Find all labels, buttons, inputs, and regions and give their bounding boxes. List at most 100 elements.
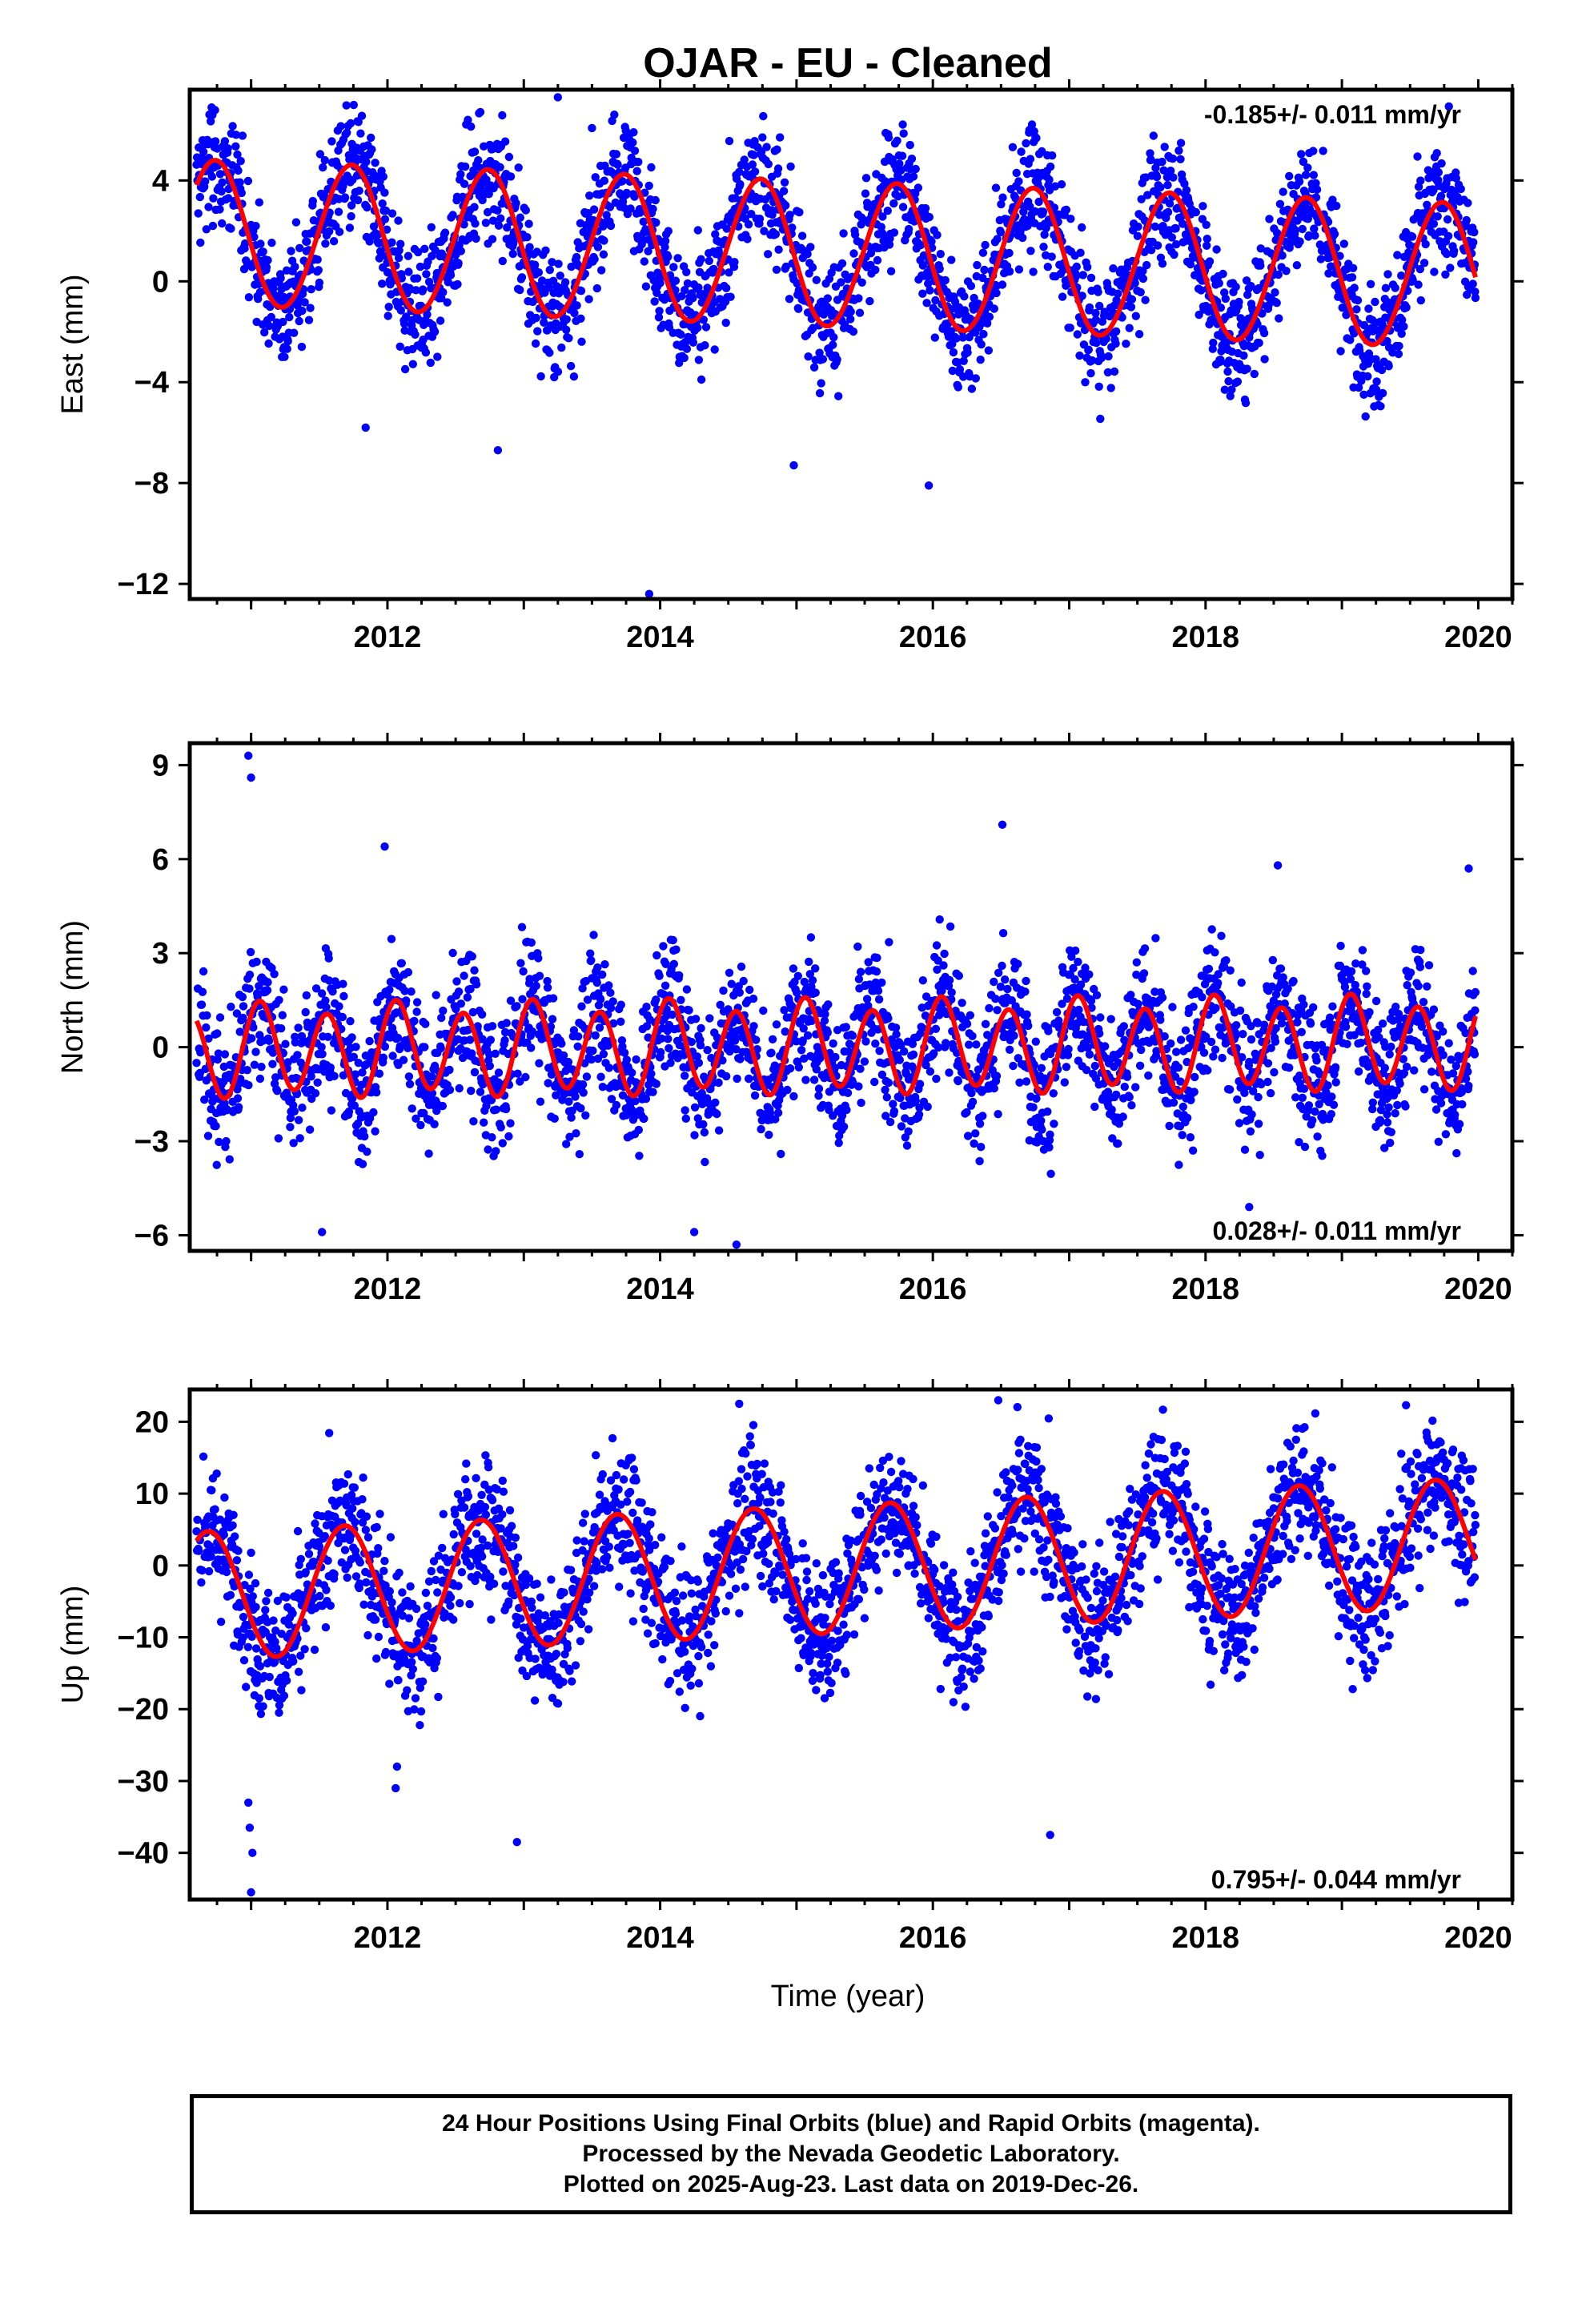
data-point xyxy=(1169,173,1178,182)
data-point xyxy=(1243,364,1251,373)
data-point xyxy=(1299,1000,1308,1009)
data-point xyxy=(936,250,946,259)
data-point xyxy=(1007,996,1017,1005)
data-point xyxy=(279,317,287,327)
data-point xyxy=(651,195,660,205)
data-point xyxy=(266,302,275,312)
data-point xyxy=(672,945,681,954)
data-point xyxy=(843,1088,853,1098)
data-point xyxy=(930,333,940,342)
data-point xyxy=(194,209,203,218)
data-point xyxy=(432,268,441,278)
data-point xyxy=(255,1074,265,1084)
data-point xyxy=(1158,157,1166,167)
data-point xyxy=(293,1051,302,1059)
data-point xyxy=(1235,297,1243,307)
data-point xyxy=(215,1013,225,1022)
data-point xyxy=(436,1043,445,1053)
data-point xyxy=(862,995,872,1003)
data-point xyxy=(661,243,669,251)
data-point xyxy=(745,985,754,995)
data-point xyxy=(1114,289,1122,298)
data-point xyxy=(895,1055,905,1064)
data-point xyxy=(402,996,411,1005)
data-point xyxy=(764,159,773,169)
data-point xyxy=(452,977,461,986)
data-point xyxy=(281,1039,290,1048)
data-point xyxy=(334,207,343,216)
data-point xyxy=(897,1122,906,1131)
data-point xyxy=(384,303,393,312)
data-point xyxy=(438,1101,447,1111)
data-point xyxy=(467,122,476,131)
data-point xyxy=(965,332,974,342)
data-point xyxy=(1012,168,1021,178)
data-point xyxy=(280,352,289,361)
data-point xyxy=(317,989,327,998)
data-point xyxy=(485,1061,494,1071)
data-point xyxy=(690,1103,700,1112)
data-point xyxy=(545,265,554,275)
data-point xyxy=(407,987,416,996)
data-point xyxy=(996,227,1006,237)
data-point xyxy=(848,1031,857,1040)
data-point xyxy=(1299,157,1308,167)
data-point xyxy=(1250,369,1259,379)
data-point xyxy=(1138,274,1148,283)
data-point xyxy=(421,1019,430,1028)
data-point xyxy=(247,1034,256,1043)
data-point xyxy=(1212,245,1221,254)
data-point xyxy=(1071,946,1080,955)
data-point xyxy=(456,247,465,255)
data-point xyxy=(521,206,530,215)
data-point xyxy=(1074,957,1082,967)
data-point xyxy=(503,223,512,232)
data-point xyxy=(249,1023,258,1032)
data-point xyxy=(926,1067,935,1076)
data-point xyxy=(1456,184,1465,194)
data-point xyxy=(405,1080,415,1089)
data-point xyxy=(599,1050,608,1059)
data-point xyxy=(897,1040,905,1050)
data-point xyxy=(1078,292,1086,300)
data-point xyxy=(1131,312,1141,320)
data-point xyxy=(1135,1061,1145,1071)
data-point xyxy=(1094,382,1103,391)
data-point xyxy=(578,1080,588,1089)
data-point xyxy=(600,176,609,185)
data-point xyxy=(617,1036,627,1045)
data-point xyxy=(1462,215,1471,225)
data-point xyxy=(596,1072,605,1081)
data-point xyxy=(770,1061,779,1070)
data-point xyxy=(889,1100,897,1108)
data-point xyxy=(1464,199,1472,207)
data-point xyxy=(321,996,330,1005)
data-point xyxy=(689,294,697,303)
data-point xyxy=(228,122,237,131)
data-point xyxy=(264,339,273,348)
data-point xyxy=(812,275,821,284)
data-point xyxy=(1011,194,1020,203)
data-point xyxy=(1266,1088,1275,1098)
data-point xyxy=(1364,304,1373,313)
data-point xyxy=(998,929,1008,938)
data-point xyxy=(392,1008,401,1017)
data-point xyxy=(829,333,838,342)
data-point xyxy=(642,1003,651,1011)
data-point xyxy=(1376,402,1385,411)
data-point xyxy=(1096,1013,1105,1022)
data-point xyxy=(291,262,299,271)
data-point xyxy=(990,977,998,987)
data-point xyxy=(1265,215,1274,223)
data-point xyxy=(1205,257,1215,266)
data-point xyxy=(279,985,288,994)
data-point xyxy=(387,209,397,218)
data-point xyxy=(482,1101,491,1111)
data-point xyxy=(378,199,387,208)
data-point xyxy=(250,1060,259,1069)
data-point xyxy=(1137,195,1146,203)
data-point xyxy=(1377,365,1387,375)
outlier-point xyxy=(789,460,798,470)
data-point xyxy=(1106,1015,1115,1023)
data-point xyxy=(732,1045,741,1054)
